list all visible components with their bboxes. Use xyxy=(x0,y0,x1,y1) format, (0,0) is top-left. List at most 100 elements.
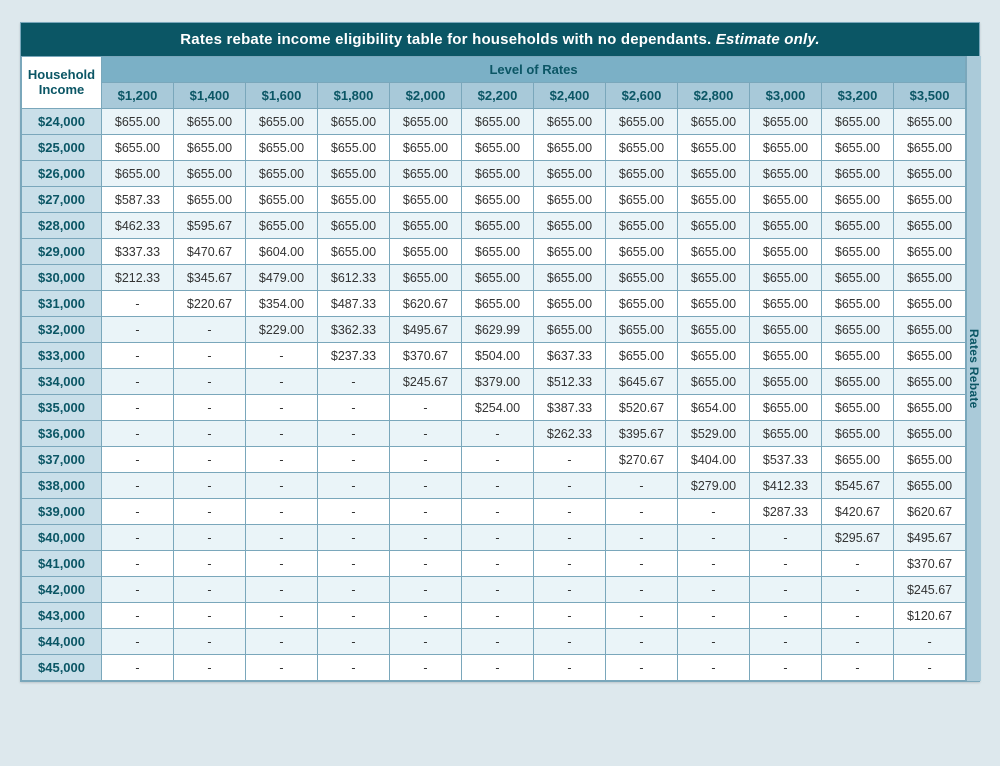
income-row-header: $27,000 xyxy=(22,187,102,213)
rebate-cell: - xyxy=(318,629,390,655)
rebate-cell: $229.00 xyxy=(246,317,318,343)
income-row-header: $28,000 xyxy=(22,213,102,239)
rebate-cell: - xyxy=(174,655,246,681)
rebate-cell: - xyxy=(534,447,606,473)
rebate-cell: - xyxy=(102,317,174,343)
rebate-cell: $655.00 xyxy=(390,265,462,291)
rebate-cell: $655.00 xyxy=(606,265,678,291)
table-row: $24,000$655.00$655.00$655.00$655.00$655.… xyxy=(22,109,966,135)
rebate-cell: - xyxy=(390,447,462,473)
rebate-cell: $655.00 xyxy=(462,213,534,239)
rebate-cell: - xyxy=(174,317,246,343)
rebate-cell: $655.00 xyxy=(462,135,534,161)
rebate-cell: $655.00 xyxy=(678,135,750,161)
rebate-cell: $655.00 xyxy=(822,343,894,369)
rebate-cell: $655.00 xyxy=(678,187,750,213)
table-row: $31,000-$220.67$354.00$487.33$620.67$655… xyxy=(22,291,966,317)
rebate-cell: $655.00 xyxy=(606,187,678,213)
rebate-cell: $655.00 xyxy=(894,239,966,265)
rebate-cell: $604.00 xyxy=(246,239,318,265)
side-strip-label: Rates Rebate xyxy=(967,329,981,409)
rebate-cell: $655.00 xyxy=(894,265,966,291)
rebate-cell: $655.00 xyxy=(822,161,894,187)
rebate-cell: $655.00 xyxy=(678,317,750,343)
table-row: $30,000$212.33$345.67$479.00$612.33$655.… xyxy=(22,265,966,291)
rebate-cell: - xyxy=(606,629,678,655)
rebate-cell: $655.00 xyxy=(822,239,894,265)
rebate-cell: $270.67 xyxy=(606,447,678,473)
rebate-cell: - xyxy=(246,447,318,473)
rates-rebate-table: Household Income Level of Rates $1,200$1… xyxy=(21,56,966,681)
rebate-cell: $655.00 xyxy=(750,213,822,239)
rebate-cell: $655.00 xyxy=(750,421,822,447)
corner-header: Household Income xyxy=(22,57,102,109)
rebate-cell: - xyxy=(174,525,246,551)
rebate-cell: - xyxy=(894,655,966,681)
rebate-cell: $655.00 xyxy=(462,239,534,265)
rebate-cell: - xyxy=(750,603,822,629)
title-emphasis: Estimate only. xyxy=(716,31,820,48)
rebate-cell: $655.00 xyxy=(750,265,822,291)
rebate-cell: $655.00 xyxy=(894,109,966,135)
rebate-cell: $487.33 xyxy=(318,291,390,317)
rebate-cell: - xyxy=(534,577,606,603)
rebate-cell: - xyxy=(390,655,462,681)
rate-level-header: $3,200 xyxy=(822,83,894,109)
rebate-cell: $655.00 xyxy=(390,187,462,213)
rebate-cell: $655.00 xyxy=(750,161,822,187)
rebate-cell: - xyxy=(822,629,894,655)
rebate-cell: $655.00 xyxy=(894,213,966,239)
rebate-cell: - xyxy=(534,525,606,551)
rebate-cell: - xyxy=(246,629,318,655)
rebate-cell: $655.00 xyxy=(678,343,750,369)
rebate-cell: $655.00 xyxy=(246,135,318,161)
rebate-cell: $512.33 xyxy=(534,369,606,395)
rate-level-header: $1,400 xyxy=(174,83,246,109)
table-row: $26,000$655.00$655.00$655.00$655.00$655.… xyxy=(22,161,966,187)
rebate-cell: - xyxy=(318,499,390,525)
rebate-cell: - xyxy=(318,447,390,473)
rebate-cell: $655.00 xyxy=(678,239,750,265)
rebate-cell: $645.67 xyxy=(606,369,678,395)
rebate-cell: $655.00 xyxy=(894,135,966,161)
rebate-cell: $655.00 xyxy=(606,239,678,265)
income-row-header: $43,000 xyxy=(22,603,102,629)
rebate-cell: $412.33 xyxy=(750,473,822,499)
rebate-cell: $495.67 xyxy=(390,317,462,343)
rebate-cell: - xyxy=(102,369,174,395)
rebate-cell: - xyxy=(318,525,390,551)
rebate-cell: - xyxy=(102,629,174,655)
rebate-cell: - xyxy=(318,369,390,395)
rebate-cell: - xyxy=(174,603,246,629)
rates-span-header: Level of Rates xyxy=(102,57,966,83)
income-row-header: $25,000 xyxy=(22,135,102,161)
rebate-cell: $655.00 xyxy=(894,395,966,421)
rebate-cell: - xyxy=(318,395,390,421)
table-row: $28,000$462.33$595.67$655.00$655.00$655.… xyxy=(22,213,966,239)
rebate-cell: $655.00 xyxy=(534,265,606,291)
rebate-cell: $655.00 xyxy=(822,265,894,291)
rebate-cell: - xyxy=(174,369,246,395)
rate-level-header: $2,400 xyxy=(534,83,606,109)
rebate-cell: $655.00 xyxy=(678,213,750,239)
rebate-cell: $655.00 xyxy=(894,161,966,187)
rebate-cell: $655.00 xyxy=(462,291,534,317)
rebate-cell: $655.00 xyxy=(390,213,462,239)
rebate-cell: - xyxy=(318,421,390,447)
rebate-cell: - xyxy=(102,551,174,577)
rebate-cell: $620.67 xyxy=(894,499,966,525)
rebate-cell: - xyxy=(534,629,606,655)
rebate-cell: - xyxy=(102,499,174,525)
rebate-cell: $587.33 xyxy=(102,187,174,213)
rebate-cell: - xyxy=(102,603,174,629)
rebate-cell: $655.00 xyxy=(894,317,966,343)
rebate-cell: $655.00 xyxy=(678,369,750,395)
table-row: $29,000$337.33$470.67$604.00$655.00$655.… xyxy=(22,239,966,265)
rebate-cell: $655.00 xyxy=(174,135,246,161)
income-row-header: $34,000 xyxy=(22,369,102,395)
rebate-cell: $637.33 xyxy=(534,343,606,369)
rebate-cell: $479.00 xyxy=(246,265,318,291)
rebate-cell: $655.00 xyxy=(534,239,606,265)
rebate-cell: - xyxy=(462,603,534,629)
rebate-cell: - xyxy=(462,447,534,473)
